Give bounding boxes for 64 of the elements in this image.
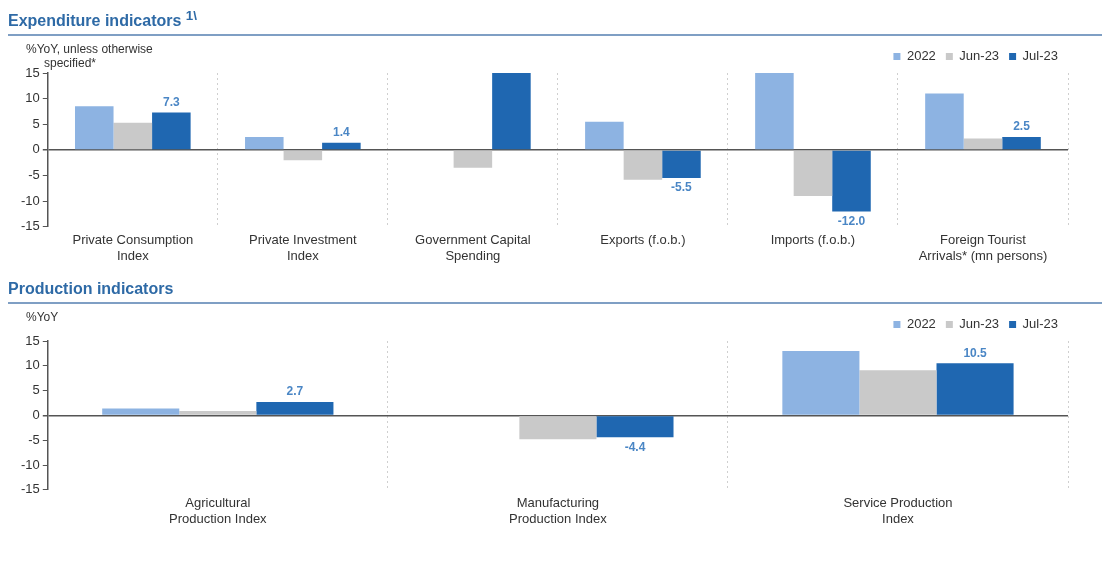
bar	[245, 137, 284, 150]
y-tick-label: -15	[20, 218, 40, 234]
data-label: 10.5	[963, 345, 988, 360]
bar	[322, 143, 361, 150]
bar	[492, 73, 531, 150]
x-tick-label: Service Production Index	[843, 495, 953, 527]
y-tick-label: -5	[28, 167, 40, 183]
bar	[755, 73, 794, 150]
x-tick-label: Government Capital Spending	[415, 232, 531, 264]
chart-title: Production indicators	[8, 280, 1102, 305]
legend-label: Jul-23	[1022, 316, 1059, 332]
data-label: -5.5	[671, 180, 693, 195]
bar	[782, 351, 860, 415]
bar	[832, 150, 871, 212]
data-label: -4.4	[624, 439, 646, 454]
y-tick-label: -10	[20, 456, 40, 472]
data-label: 2.5	[1013, 119, 1031, 134]
legend-label: Jul-23	[1022, 48, 1059, 64]
data-label: 1.4	[333, 125, 351, 140]
y-tick-label: 15	[25, 332, 40, 348]
x-tick-label: Manufacturing Production Index	[509, 495, 608, 527]
data-label: -12.0	[837, 214, 866, 229]
y-tick-label: -5	[28, 432, 40, 448]
legend-label: Jun-23	[959, 48, 1000, 64]
bar	[179, 411, 257, 415]
x-tick-label: Foreign Tourist Arrivals* (mn persons)	[918, 232, 1048, 264]
y-tick-label: -10	[20, 193, 40, 209]
y-tick-label: 10	[25, 357, 40, 373]
bar	[453, 150, 493, 169]
bar	[585, 122, 624, 150]
bar	[1002, 137, 1041, 150]
bar	[256, 402, 334, 415]
x-tick-label: Agricultural Production Index	[169, 495, 268, 527]
bar	[283, 150, 323, 161]
x-tick-label: Exports (f.o.b.)	[600, 232, 686, 248]
legend-label: Jun-23	[959, 316, 1000, 332]
bar	[662, 150, 701, 179]
data-label: 2.7	[286, 384, 304, 399]
y-tick-label: 5	[32, 116, 40, 132]
bar	[113, 123, 153, 150]
y-tick-label: 10	[25, 90, 40, 106]
bar	[152, 112, 191, 150]
data-label: 7.3	[163, 95, 181, 110]
bar	[75, 106, 114, 150]
bar	[623, 150, 663, 180]
bar	[596, 416, 674, 438]
chart-title: Expenditure indicators $^{1\}$	[8, 8, 1102, 37]
y-tick-label: -15	[20, 481, 40, 497]
bar	[963, 138, 1003, 150]
x-tick-label: Private Consumption Index	[72, 232, 194, 264]
x-tick-label: Private Investment Index	[249, 232, 358, 264]
bar	[859, 370, 937, 415]
y-axis-title: %YoY	[26, 310, 59, 325]
bar	[102, 408, 180, 415]
bar	[936, 363, 1014, 415]
y-tick-label: 0	[32, 407, 40, 423]
y-tick-label: 5	[32, 382, 40, 398]
legend-label: 2022	[906, 316, 936, 332]
y-tick-label: 0	[32, 141, 40, 157]
bar	[793, 150, 833, 197]
legend-label: 2022	[906, 48, 936, 64]
bar	[519, 416, 597, 440]
bar	[925, 93, 964, 150]
x-tick-label: Imports (f.o.b.)	[770, 232, 856, 248]
